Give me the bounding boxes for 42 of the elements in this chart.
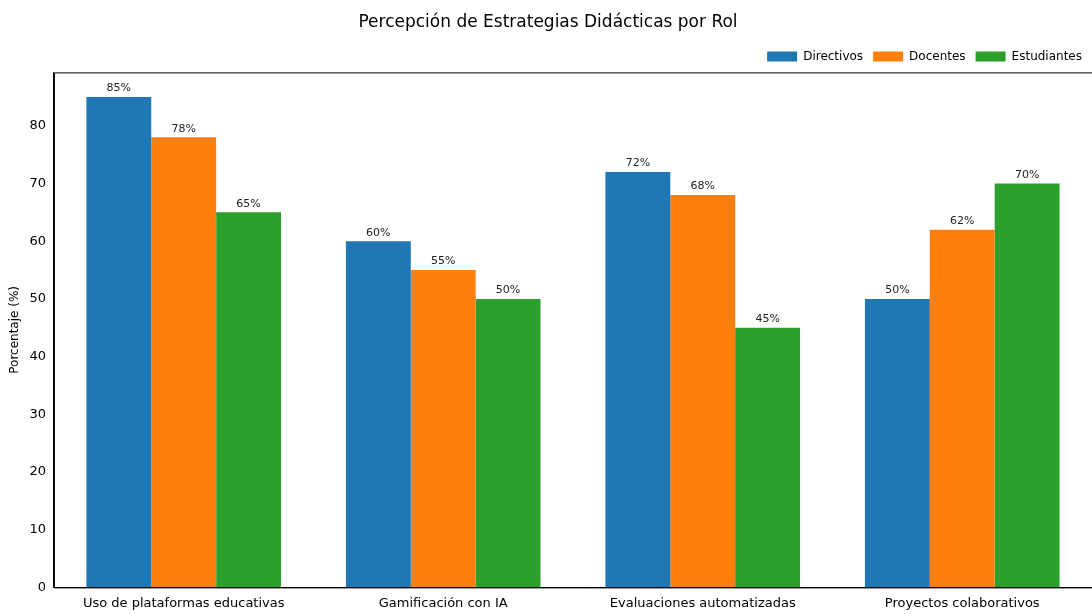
bar <box>929 229 995 588</box>
y-tick-label: 80 <box>29 117 46 133</box>
data-label: 62% <box>950 214 975 227</box>
bar <box>345 241 411 588</box>
data-label: 50% <box>885 283 910 297</box>
x-tick-label: Uso de plataformas educativas <box>82 594 285 610</box>
data-label: 85% <box>106 81 132 95</box>
chart-title: Percepción de Estrategias Didácticas por Rol <box>358 10 738 31</box>
bar <box>994 183 1060 588</box>
bar <box>86 96 152 588</box>
x-tick-label: Evaluaciones automatizadas <box>609 594 796 610</box>
legend-label: Directivos <box>803 48 864 63</box>
y-tick-label: 10 <box>29 521 46 537</box>
y-tick-label: 70 <box>29 174 46 190</box>
data-label: 70% <box>1014 167 1040 181</box>
legend-label: Estudiantes <box>1011 48 1083 63</box>
x-tick-label: Proyectos colaborativos <box>884 594 1040 610</box>
data-label: 45% <box>755 312 780 326</box>
data-label: 55% <box>430 254 456 268</box>
data-label: 72% <box>625 156 651 170</box>
x-tick-label: Gamificación con IA <box>378 594 508 610</box>
bar <box>670 195 736 588</box>
y-tick-label: 60 <box>29 232 46 248</box>
bar <box>151 137 217 588</box>
y-tick-label: 30 <box>29 405 46 421</box>
bar <box>864 298 930 588</box>
legend-label: Docentes <box>909 48 966 63</box>
y-tick-label: 50 <box>29 290 46 306</box>
y-tick-label: 0 <box>37 578 46 594</box>
data-label: 50% <box>495 283 521 297</box>
data-label: 68% <box>690 179 715 193</box>
bar <box>410 270 476 588</box>
y-tick-label: 40 <box>29 347 46 363</box>
bar <box>605 171 671 588</box>
bar <box>735 327 801 588</box>
y-axis-title: Porcentaje (%) <box>7 286 22 374</box>
y-tick-label: 20 <box>29 463 46 479</box>
data-label: 60% <box>366 225 391 239</box>
data-label: 65% <box>236 196 261 210</box>
data-label: 78% <box>171 121 196 135</box>
bar <box>216 212 282 588</box>
bar <box>475 298 541 588</box>
